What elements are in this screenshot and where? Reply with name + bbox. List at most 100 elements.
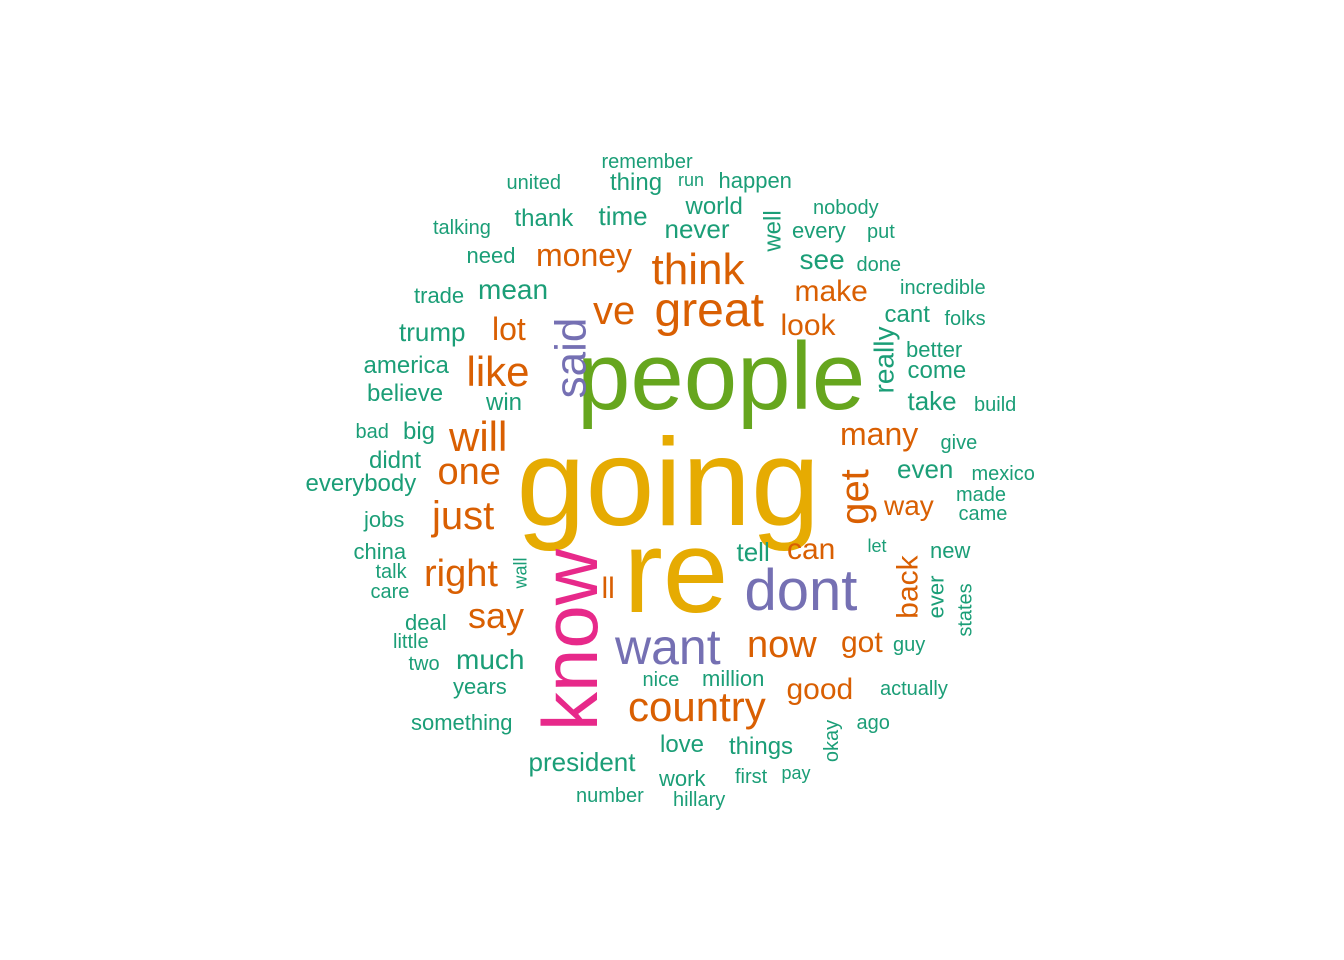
word-deal: deal	[405, 610, 447, 635]
word-ever: ever	[922, 575, 948, 619]
word-thing: thing	[610, 169, 663, 196]
word-talking: talking	[433, 217, 491, 239]
word-didnt: didnt	[369, 447, 422, 474]
word-okay: okay	[821, 719, 844, 763]
word-jobs: jobs	[364, 507, 405, 532]
word-take: take	[907, 386, 957, 416]
word-country: country	[628, 683, 766, 730]
word-trade: trade	[414, 283, 465, 308]
word-come: come	[907, 357, 967, 384]
word-mean: mean	[478, 274, 549, 305]
word-hillary: hillary	[673, 789, 726, 811]
word-little: little	[393, 631, 429, 653]
word-president: president	[528, 747, 636, 777]
word-done: done	[856, 254, 902, 276]
word-now: now	[747, 624, 817, 666]
word-never: never	[664, 214, 730, 244]
word-good: good	[786, 673, 854, 706]
word-folks: folks	[944, 308, 986, 330]
word-one: one	[437, 451, 501, 493]
word-let: let	[867, 536, 887, 556]
word-get: get	[832, 469, 877, 525]
word-things: things	[729, 733, 794, 760]
word-know: know	[526, 548, 615, 732]
word-can: can	[787, 533, 836, 566]
word-ago: ago	[856, 712, 890, 734]
word-need: need	[466, 243, 516, 268]
word-much: much	[456, 644, 525, 675]
word-everybody: everybody	[305, 470, 417, 497]
word-remember: remember	[601, 151, 693, 173]
word-actually: actually	[880, 678, 948, 700]
word-nobody: nobody	[813, 197, 879, 219]
word-two: two	[408, 653, 440, 675]
word-want: want	[615, 619, 721, 675]
word-back: back	[891, 555, 925, 619]
word-first: first	[735, 766, 768, 788]
word-big: big	[403, 418, 436, 445]
word-bad: bad	[355, 421, 389, 443]
word-mexico: mexico	[971, 463, 1035, 485]
word-like: like	[466, 348, 530, 395]
word-make: make	[794, 275, 868, 308]
word-say: say	[468, 595, 525, 636]
word-even: even	[897, 454, 954, 484]
word-great: great	[654, 284, 764, 337]
word-talk: talk	[375, 561, 407, 583]
word-time: time	[598, 201, 648, 231]
word-run: run	[678, 170, 705, 190]
word-really: really	[867, 326, 899, 394]
word-years: years	[453, 674, 507, 699]
word-re: re	[623, 506, 729, 638]
word-will: will	[449, 413, 508, 460]
word-people: people	[577, 323, 866, 430]
word-look: look	[780, 309, 836, 342]
word-wall: wall	[510, 557, 531, 589]
word-incredible: incredible	[900, 277, 986, 299]
word-win: win	[486, 389, 523, 416]
word-dont: dont	[744, 558, 858, 623]
word-well: well	[759, 210, 787, 252]
word-ll: ll	[601, 572, 615, 605]
word-number: number	[576, 785, 644, 807]
word-build: build	[974, 394, 1017, 416]
word-lot: lot	[492, 311, 526, 347]
word-every: every	[792, 218, 846, 243]
word-care: care	[370, 581, 410, 603]
word-came: came	[958, 503, 1008, 525]
word-right: right	[424, 553, 498, 595]
word-cant: cant	[884, 301, 930, 328]
word-happen: happen	[718, 168, 792, 193]
word-believe: believe	[367, 380, 444, 407]
word-see: see	[799, 244, 845, 275]
word-said: said	[545, 317, 595, 399]
word-way: way	[884, 490, 934, 521]
word-think: think	[651, 245, 745, 294]
word-money: money	[536, 237, 633, 273]
word-china: china	[353, 539, 407, 564]
word-better: better	[906, 337, 963, 362]
word-put: put	[867, 221, 895, 243]
word-nice: nice	[642, 669, 680, 691]
word-new: new	[930, 538, 971, 563]
word-million: million	[702, 666, 765, 691]
word-tell: tell	[736, 537, 770, 567]
word-states: states	[954, 583, 977, 637]
word-pay: pay	[781, 763, 811, 783]
word-got: got	[841, 626, 883, 659]
word-ve: ve	[593, 289, 636, 333]
word-made: made	[956, 484, 1007, 506]
word-thank: thank	[514, 205, 574, 232]
word-guy: guy	[893, 634, 926, 656]
word-going: going	[516, 414, 820, 552]
word-many: many	[840, 416, 919, 452]
word-give: give	[940, 432, 978, 454]
word-love: love	[660, 731, 705, 758]
word-trump: trump	[399, 317, 466, 347]
word-work: work	[659, 766, 706, 791]
word-world: world	[685, 193, 743, 220]
word-united: united	[506, 172, 562, 194]
word-just: just	[432, 494, 495, 538]
word-something: something	[411, 710, 513, 735]
